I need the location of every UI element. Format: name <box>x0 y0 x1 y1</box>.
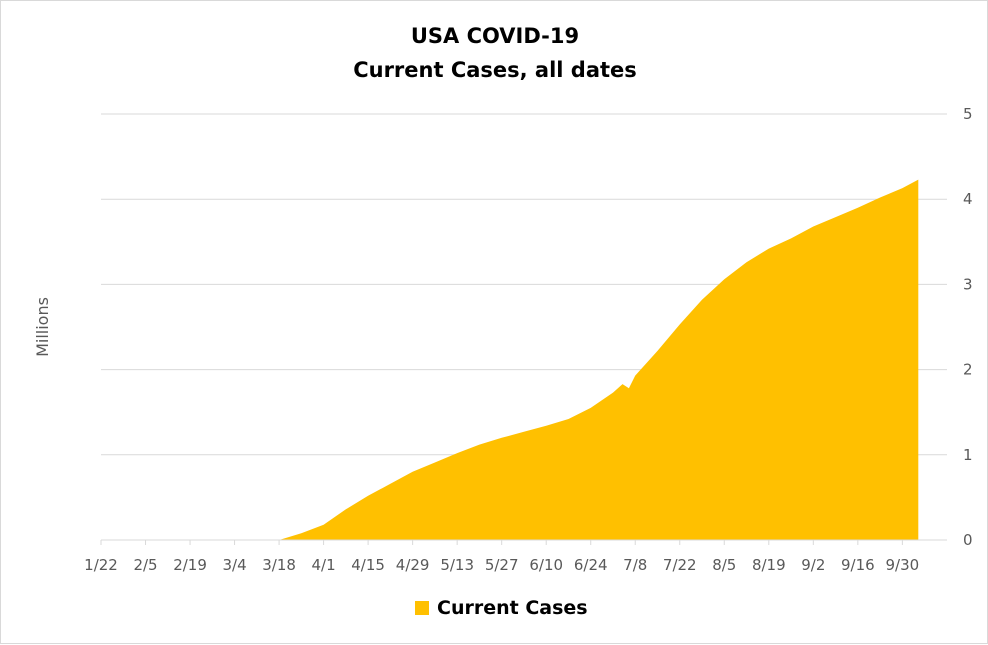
y-tick-label: 3 <box>963 275 973 293</box>
x-tick-label: 4/15 <box>351 556 385 574</box>
x-tick-label: 9/16 <box>841 556 875 574</box>
y-tick-label: 5 <box>963 105 973 123</box>
x-tick-label: 3/18 <box>262 556 296 574</box>
x-tick-label: 7/8 <box>623 556 647 574</box>
legend: Current Cases <box>415 597 588 619</box>
legend-label: Current Cases <box>437 597 588 619</box>
current-cases-area <box>101 179 919 540</box>
x-tick-label: 1/22 <box>84 556 118 574</box>
x-tick-label: 4/1 <box>312 556 336 574</box>
x-tick-label: 8/19 <box>752 556 786 574</box>
x-tick-label: 7/22 <box>663 556 697 574</box>
y-tick-label: 1 <box>963 446 973 464</box>
chart-title: USA COVID-19 <box>410 24 580 48</box>
y-tick-label: 4 <box>963 190 973 208</box>
x-tick-label: 9/30 <box>886 556 920 574</box>
y-axis-label: Millions <box>33 297 52 357</box>
y-tick-label: 2 <box>963 361 973 379</box>
y-tick-label: 0 <box>963 531 973 549</box>
chart-title-block: USA COVID-19 Current Cases, all dates <box>1 19 988 87</box>
x-tick-label: 6/24 <box>574 556 608 574</box>
x-axis-ticks: 1/22 2/5 2/19 3/4 3/18 4/1 4/15 4/29 5/13 5/27 6/1… <box>84 540 919 574</box>
x-tick-label: 9/2 <box>801 556 825 574</box>
x-tick-label: 8/5 <box>712 556 736 574</box>
x-tick-label: 5/27 <box>485 556 519 574</box>
x-tick-label: 4/29 <box>396 556 430 574</box>
x-tick-label: 2/19 <box>173 556 207 574</box>
x-tick-label: 6/10 <box>529 556 563 574</box>
legend-swatch <box>415 601 429 615</box>
y-axis-ticks: 0 1 2 3 4 5 <box>963 105 973 549</box>
x-tick-label: 2/5 <box>133 556 157 574</box>
chart-subtitle: Current Cases, all dates <box>353 58 637 82</box>
x-tick-label: 5/13 <box>440 556 474 574</box>
x-tick-label: 3/4 <box>222 556 246 574</box>
